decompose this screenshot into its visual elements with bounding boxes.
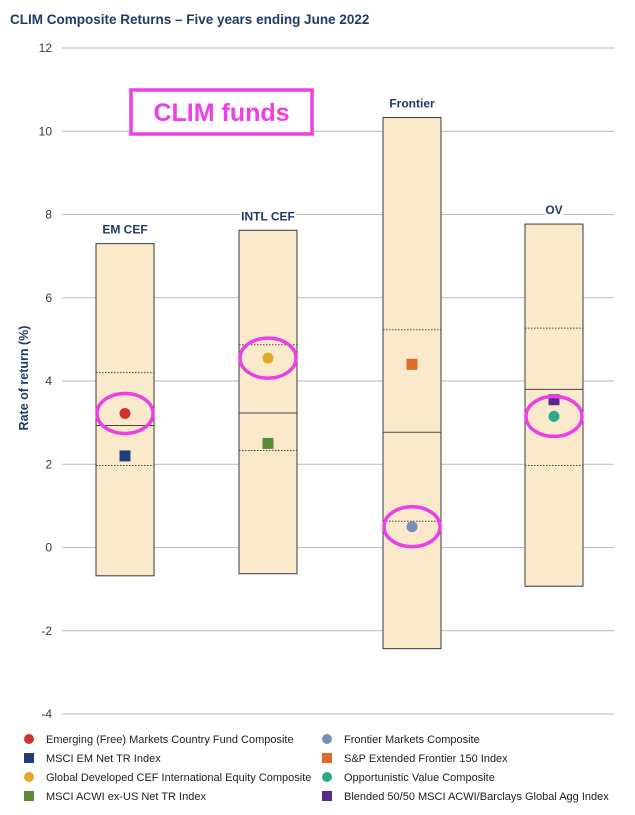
annotation-text: CLIM funds <box>153 99 289 127</box>
legend-marker-square <box>24 791 34 801</box>
y-tick-label: 12 <box>39 41 53 55</box>
legend-label: Blended 50/50 MSCI ACWI/Barclays Global … <box>344 791 609 803</box>
group-label: INTL CEF <box>241 209 295 223</box>
chart-title: CLIM Composite Returns – Five years endi… <box>10 12 369 27</box>
y-axis-label: Rate of return (%) <box>17 326 31 431</box>
y-tick-label: 0 <box>45 541 52 555</box>
point-circle <box>406 521 418 533</box>
y-tick-label: -4 <box>41 707 52 721</box>
y-tick-label: 6 <box>45 291 52 305</box>
legend-label: MSCI ACWI ex-US Net TR Index <box>46 791 206 803</box>
point-square <box>262 437 274 449</box>
group-label-bg <box>384 96 440 111</box>
legend-marker-circle <box>322 772 332 782</box>
legend-label: Global Developed CEF International Equit… <box>46 772 311 784</box>
annotation-circle <box>95 391 155 436</box>
point-circle <box>262 352 274 364</box>
legend-label: Frontier Markets Composite <box>344 734 480 746</box>
y-tick-label: 8 <box>45 208 52 222</box>
legend-marker-circle <box>24 734 34 744</box>
range-box <box>238 229 298 575</box>
annotation-circle <box>382 504 442 549</box>
y-tick-label: 10 <box>39 124 53 138</box>
legend-label: S&P Extended Frontier 150 Index <box>344 753 508 765</box>
y-tick-label: 2 <box>45 457 52 471</box>
boxes: EM CEF INTL CEF Frontier OV <box>95 96 584 650</box>
range-box <box>382 117 442 650</box>
legend-label: Opportunistic Value Composite <box>344 772 495 784</box>
group-label-bg <box>240 209 296 224</box>
point-circle <box>119 407 131 419</box>
legend-marker-square <box>322 753 332 763</box>
legend-label: MSCI EM Net TR Index <box>46 753 161 765</box>
point-square <box>119 450 131 462</box>
group-label: EM CEF <box>102 223 147 237</box>
legend-label: Emerging (Free) Markets Country Fund Com… <box>46 734 294 746</box>
group-label: Frontier <box>389 97 435 111</box>
y-tick-label: 4 <box>45 374 52 388</box>
annotation-circle <box>524 394 584 439</box>
group-label: OV <box>545 203 562 217</box>
legend-marker-square <box>24 753 34 763</box>
point-circle <box>548 410 560 422</box>
point-square <box>406 358 418 370</box>
group-label-bg <box>544 203 564 218</box>
legend-marker-circle <box>24 772 34 782</box>
data-points <box>119 352 560 533</box>
y-tick-labels: 12 10 8 6 4 2 0 -2 -4 <box>39 41 53 721</box>
annotation-box <box>129 88 314 136</box>
annotation: CLIM funds <box>95 88 584 549</box>
y-tick-label: -2 <box>41 624 52 638</box>
group-label-bg <box>103 222 147 237</box>
legend-marker-circle <box>322 734 332 744</box>
point-square <box>548 394 560 406</box>
legend: Emerging (Free) Markets Country Fund Com… <box>24 734 609 803</box>
legend-marker-square <box>322 791 332 801</box>
annotation-circle <box>238 336 298 380</box>
